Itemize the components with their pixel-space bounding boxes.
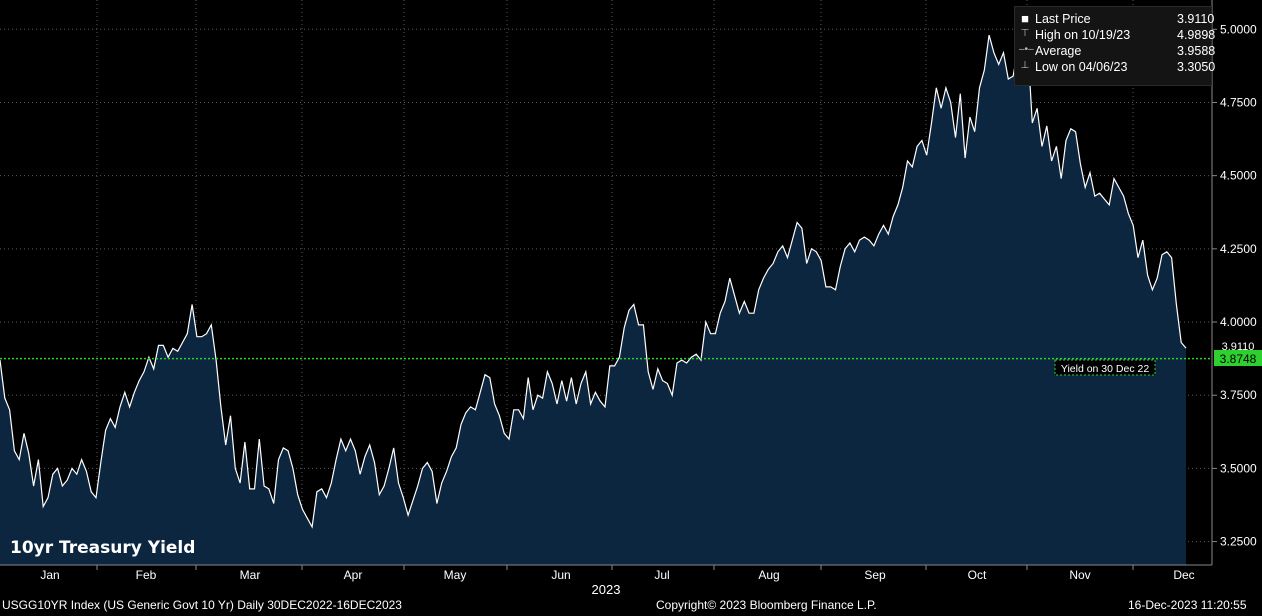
last-price-badge: 3.9110 — [1214, 340, 1262, 353]
reference-caption-text: Yield on 30 Dec 22 — [1061, 363, 1149, 375]
y-tick-label: 4.2500 — [1220, 242, 1257, 256]
high-marker-icon: ⊤ — [1020, 28, 1030, 39]
x-axis: Jan Feb Mar Apr May Jun Jul Aug Sep Oct Nov Dec — [40, 565, 1195, 582]
y-tick-label: 4.5000 — [1220, 169, 1257, 183]
yield-area — [0, 35, 1186, 566]
y-tick-label: 5.0000 — [1220, 22, 1257, 36]
legend-label: Low on 04/06/23 — [1035, 60, 1128, 74]
footer-index-info: USGG10YR Index (US Generic Govt 10 Yr) D… — [2, 598, 402, 612]
x-tick-label: Dec — [1173, 568, 1194, 582]
legend: ■ Last Price 3.9110 ⊤ High on 10/19/23 4… — [1014, 6, 1216, 86]
average-marker-icon: –•– — [1019, 44, 1034, 55]
reference-value-text: 3.8748 — [1220, 352, 1257, 366]
x-tick-label: Nov — [1069, 568, 1090, 582]
y-axis: 3.2500 3.5000 3.7500 4.0000 4.2500 4.5000 4.75… — [1212, 22, 1257, 549]
legend-value: 3.3050 — [1177, 60, 1216, 74]
x-tick-label: Sep — [864, 568, 886, 582]
y-tick-label: 3.7500 — [1220, 388, 1257, 402]
square-icon: ■ — [1021, 11, 1029, 26]
y-tick-label: 4.7500 — [1220, 95, 1257, 109]
y-tick-label: 4.0000 — [1220, 315, 1257, 329]
reference-caption: Yield on 30 Dec 22 — [1054, 359, 1156, 376]
chart-title: 10yr Treasury Yield — [10, 538, 196, 558]
x-tick-label: Aug — [758, 568, 779, 582]
footer-copyright: Copyright© 2023 Bloomberg Finance L.P. — [656, 598, 877, 612]
yield-chart: 3.2500 3.5000 3.7500 4.0000 4.2500 4.5000 4.75… — [0, 0, 1262, 596]
y-tick-label: 3.2500 — [1220, 535, 1257, 549]
x-tick-label: Feb — [136, 568, 157, 582]
x-tick-label: Jan — [40, 568, 59, 582]
footer-timestamp: 16-Dec-2023 11:20:55 — [1128, 598, 1247, 612]
x-tick-label: May — [444, 568, 467, 582]
yield-line — [0, 34, 1187, 529]
year-label: 2023 — [592, 582, 621, 596]
last-price-text: 3.9110 — [1222, 341, 1255, 353]
legend-label: Average — [1035, 44, 1082, 58]
legend-label: Last Price — [1035, 12, 1091, 26]
x-tick-label: Mar — [240, 568, 261, 582]
reference-value-badge: 3.8748 — [1214, 350, 1262, 366]
y-tick-label: 3.5000 — [1220, 461, 1257, 475]
x-tick-label: Apr — [344, 568, 363, 582]
x-tick-label: Oct — [968, 568, 987, 582]
x-tick-label: Jul — [654, 568, 669, 582]
legend-value: 3.9110 — [1177, 12, 1215, 26]
legend-label: High on 10/19/23 — [1035, 28, 1131, 42]
legend-value: 3.9588 — [1177, 44, 1216, 58]
x-tick-label: Jun — [551, 568, 570, 582]
legend-value: 4.9898 — [1177, 28, 1216, 42]
low-marker-icon: ⊥ — [1020, 60, 1030, 71]
